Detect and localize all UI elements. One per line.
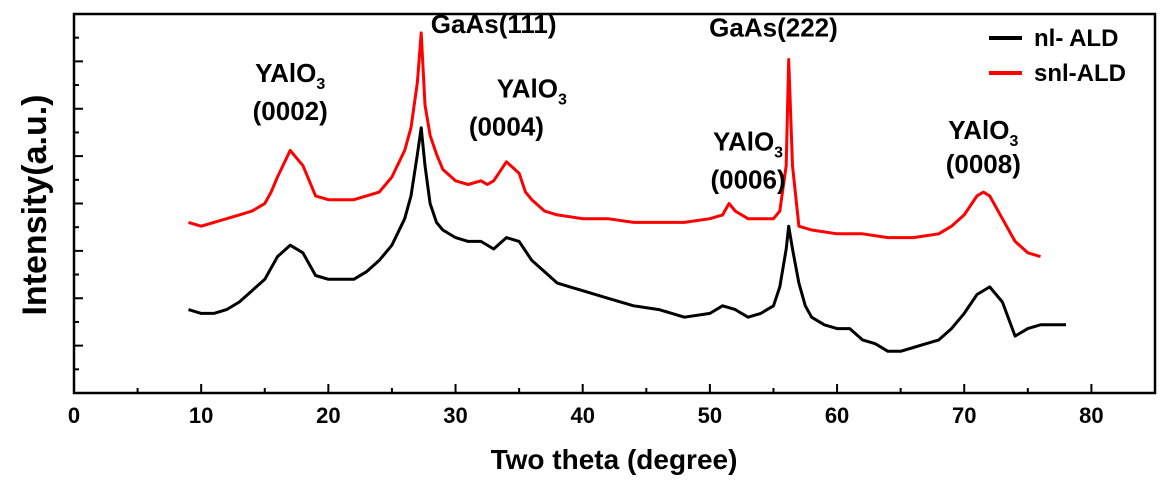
legend: nl- ALD snl-ALD — [989, 25, 1126, 87]
x-axis-title: Two theta (degree) — [491, 444, 738, 475]
x-tick-label: 30 — [443, 403, 467, 428]
x-tick-label: 50 — [698, 403, 722, 428]
peak-annotation: (0004) — [469, 111, 544, 141]
series-lines — [188, 31, 1066, 353]
series-line-nl-ald — [188, 126, 1066, 353]
peak-annotation: GaAs(111) — [431, 9, 557, 39]
series-line-snl-ald — [188, 31, 1041, 259]
x-tick-label: 40 — [570, 403, 594, 428]
peak-annotation: YAlO3 — [255, 58, 325, 93]
legend-label-snl-ald: snl-ALD — [1034, 60, 1126, 87]
peak-annotation: (0008) — [946, 149, 1021, 179]
peak-annotation: YAlO3 — [948, 115, 1018, 150]
x-tick-label: 10 — [189, 403, 213, 428]
y-ticks — [74, 36, 83, 371]
legend-label-nl-ald: nl- ALD — [1034, 25, 1118, 52]
x-ticks — [73, 384, 1093, 393]
peak-annotation: GaAs(222) — [709, 13, 838, 43]
x-tick-labels: 0 10 20 30 40 50 60 70 80 — [68, 403, 1104, 428]
peak-annotation: YAlO3 — [497, 73, 567, 108]
y-axis-title: Intensity(a.u.) — [16, 94, 54, 315]
x-tick-label: 20 — [316, 403, 340, 428]
x-tick-label: 0 — [68, 403, 80, 428]
peak-annotation: (0006) — [710, 164, 785, 194]
annotations: YAlO3(0002)GaAs(111)YAlO3(0004)YAlO3(000… — [253, 9, 1021, 194]
x-tick-label: 60 — [825, 403, 849, 428]
x-tick-label: 70 — [952, 403, 976, 428]
peak-annotation: (0002) — [253, 96, 328, 126]
x-tick-label: 80 — [1079, 403, 1103, 428]
peak-annotation: YAlO3 — [713, 126, 783, 161]
